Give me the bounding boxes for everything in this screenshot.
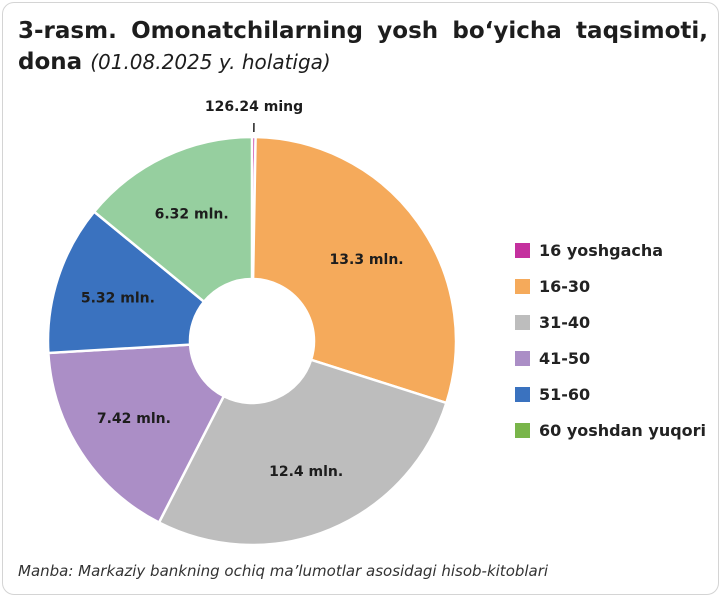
slice-31-40 bbox=[157, 358, 448, 547]
legend-label: 41-50 bbox=[539, 348, 591, 368]
legend-swatch bbox=[515, 422, 530, 438]
slice-60-yoshdan-yuqori bbox=[92, 135, 254, 304]
legend-item-31-40: 31-40 bbox=[515, 304, 706, 340]
legend-label: 60 yoshdan yuqori bbox=[539, 420, 707, 440]
data-label-16-30: 13.3 mln. bbox=[330, 252, 404, 268]
legend-item-16-30: 16-30 bbox=[515, 268, 706, 304]
slice-41-50 bbox=[47, 343, 226, 525]
donut-slices bbox=[46, 135, 458, 547]
legend-label: 31-40 bbox=[539, 312, 591, 332]
legend-item-41-50: 41-50 bbox=[515, 340, 706, 376]
legend-swatch bbox=[515, 386, 530, 402]
chart-title-unit: dona bbox=[18, 49, 83, 75]
legend-item-51-60: 51-60 bbox=[515, 376, 706, 412]
legend-swatch bbox=[515, 314, 530, 330]
slice-16-30 bbox=[251, 135, 458, 405]
chart-title: 3-rasm. Omonatchilarning yosh bo‘yicha t… bbox=[18, 16, 708, 78]
legend-swatch bbox=[515, 278, 530, 294]
donut-data-labels: 126.24 ming 13.3 mln. 12.4 mln. 7.42 mln. 5.… bbox=[81, 99, 404, 480]
data-label-60-yoshdan-yuqori: 6.32 mln. bbox=[155, 207, 229, 223]
legend-swatch bbox=[515, 350, 530, 366]
legend-swatch bbox=[515, 242, 530, 258]
legend-label: 51-60 bbox=[539, 384, 591, 404]
data-label-51-60: 5.32 mln. bbox=[81, 290, 155, 306]
legend-item-60-yoshdan-yuqori: 60 yoshdan yuqori bbox=[515, 412, 706, 448]
chart-title-date: (01.08.2025 y. holatiga) bbox=[90, 50, 331, 74]
slice-51-60 bbox=[46, 209, 206, 355]
legend-label: 16 yoshgacha bbox=[539, 240, 664, 260]
data-label-31-40: 12.4 mln. bbox=[269, 464, 343, 480]
chart-title-sub: dona (01.08.2025 y. holatiga) bbox=[18, 47, 708, 78]
data-label-16-yoshgacha: 126.24 ming bbox=[205, 99, 303, 115]
chart-title-main: 3-rasm. Omonatchilarning yosh bo‘yicha t… bbox=[18, 18, 708, 44]
data-label-41-50: 7.42 mln. bbox=[97, 411, 171, 427]
source-note: Manba: Markaziy bankning ochiq ma’lumotl… bbox=[18, 562, 549, 580]
legend-label: 16-30 bbox=[539, 276, 591, 296]
legend-item-16-yoshgacha: 16 yoshgacha bbox=[515, 232, 706, 268]
chart-legend: 16 yoshgacha 16-30 31-40 41-50 51-60 60 yoshd… bbox=[515, 232, 706, 448]
